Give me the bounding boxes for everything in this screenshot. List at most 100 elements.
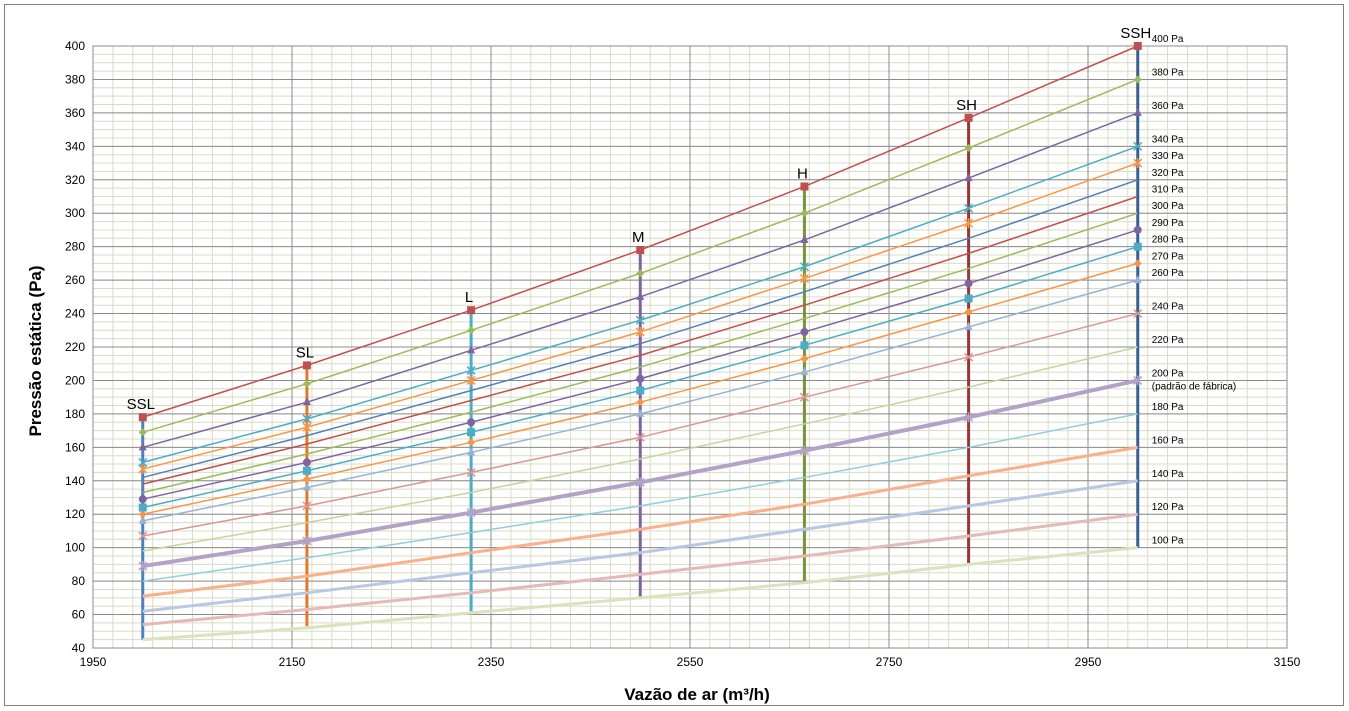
x-tick-label: 2750 bbox=[876, 655, 903, 669]
data-point-marker-stroke bbox=[799, 392, 809, 402]
speed-label-sl: SL bbox=[296, 344, 314, 361]
data-point-marker bbox=[467, 418, 476, 427]
x-tick-label: 3150 bbox=[1274, 655, 1301, 669]
data-point-marker bbox=[302, 501, 312, 511]
data-point-marker bbox=[302, 475, 311, 484]
y-tick-label: 240 bbox=[65, 307, 85, 321]
series-label: 160 Pa bbox=[1152, 435, 1184, 446]
data-point-marker bbox=[1133, 259, 1142, 268]
speed-label-ssl: SSL bbox=[127, 396, 155, 413]
data-point-marker bbox=[635, 477, 645, 488]
labels-layer: 400 Pa 380 Pa 360 Pa 340 Pa 330 Pa 320 Pa 310 … bbox=[127, 25, 1237, 547]
data-point-marker bbox=[1133, 107, 1142, 116]
series-label: 270 Pa bbox=[1152, 251, 1184, 262]
series-label: 240 Pa bbox=[1152, 302, 1184, 313]
series-line-320-pa bbox=[142, 179, 1138, 479]
data-point-marker bbox=[302, 482, 311, 491]
series-label: 120 Pa bbox=[1152, 502, 1184, 513]
data-point-marker bbox=[138, 413, 147, 422]
data-point-marker bbox=[635, 432, 645, 442]
series-label: 300 Pa bbox=[1152, 201, 1184, 212]
y-tick-label: 120 bbox=[65, 507, 85, 521]
data-point-marker-stroke bbox=[964, 352, 974, 362]
series-label: 200 Pa bbox=[1152, 368, 1184, 379]
data-point-marker bbox=[964, 412, 974, 423]
series-label: 180 Pa bbox=[1152, 402, 1184, 413]
data-point-marker bbox=[1133, 375, 1143, 386]
x-axis-title: Vazão de ar (m³/h) bbox=[624, 685, 769, 704]
data-point-marker bbox=[964, 173, 973, 182]
y-tick-label: 220 bbox=[65, 340, 85, 354]
axis-layer: 1950 2150 2350 2550 2750 2950 3150 40 60 80 100 120… bbox=[65, 39, 1301, 669]
data-point-marker bbox=[302, 379, 311, 388]
chart-frame: 1950 2150 2350 2550 2750 2950 3150 40 60 80 100 120… bbox=[4, 4, 1344, 706]
x-tick-label: 2550 bbox=[677, 655, 704, 669]
data-point-marker bbox=[636, 291, 645, 300]
data-point-marker-stroke bbox=[635, 315, 645, 325]
data-point-marker bbox=[138, 495, 147, 504]
data-point-marker bbox=[964, 352, 974, 362]
data-point-marker bbox=[635, 326, 645, 337]
chart-svg: 1950 2150 2350 2550 2750 2950 3150 40 60 80 100 120… bbox=[26, 25, 1301, 704]
data-point-marker bbox=[302, 466, 311, 475]
y-tick-label: 360 bbox=[65, 106, 85, 120]
data-point-marker bbox=[466, 375, 476, 386]
data-point-marker-stroke bbox=[138, 531, 148, 541]
data-point-marker-stroke bbox=[302, 414, 312, 424]
series-label: 260 Pa bbox=[1152, 268, 1184, 279]
data-point-marker-stroke bbox=[635, 432, 645, 442]
data-point-marker bbox=[800, 182, 809, 191]
data-point-marker bbox=[799, 445, 809, 456]
data-point-marker-stroke bbox=[138, 457, 148, 467]
data-point-marker bbox=[964, 279, 973, 288]
y-tick-label: 300 bbox=[65, 206, 85, 220]
data-point-marker bbox=[964, 294, 973, 303]
data-point-marker bbox=[302, 361, 311, 370]
y-axis-title: Pressão estática (Pa) bbox=[26, 265, 45, 436]
data-point-marker bbox=[964, 113, 973, 122]
data-point-marker bbox=[636, 246, 645, 255]
series-line-220-pa bbox=[142, 346, 1138, 552]
y-tick-label: 60 bbox=[72, 608, 86, 622]
speed-label-sh: SH bbox=[956, 97, 977, 114]
data-point-marker bbox=[1133, 141, 1143, 151]
y-tick-label: 40 bbox=[72, 641, 86, 655]
data-point-marker bbox=[800, 234, 809, 243]
series-line-100-pa bbox=[142, 546, 1138, 642]
data-point-marker bbox=[636, 269, 645, 278]
data-point-marker bbox=[800, 341, 809, 350]
series-line-120-pa bbox=[142, 512, 1138, 627]
data-point-marker bbox=[799, 273, 809, 284]
data-point-marker bbox=[466, 467, 476, 477]
y-tick-label: 400 bbox=[65, 39, 85, 53]
y-tick-label: 280 bbox=[65, 240, 85, 254]
data-point-marker bbox=[1133, 42, 1142, 50]
y-tick-label: 260 bbox=[65, 273, 85, 287]
series-markers bbox=[138, 42, 1143, 572]
series-line-180-pa bbox=[142, 413, 1138, 582]
data-point-marker bbox=[799, 392, 809, 402]
data-point-marker bbox=[138, 457, 148, 467]
data-point-marker bbox=[138, 464, 148, 475]
y-tick-label: 80 bbox=[72, 574, 86, 588]
data-point-marker bbox=[467, 306, 476, 315]
series-label: 330 Pa bbox=[1152, 151, 1184, 162]
y-tick-label: 200 bbox=[65, 373, 85, 387]
data-point-marker-stroke bbox=[1133, 141, 1143, 151]
data-point-marker bbox=[1133, 242, 1142, 251]
speed-label-h: H bbox=[797, 165, 808, 182]
grid-layer bbox=[92, 45, 1288, 649]
data-point-marker bbox=[800, 354, 809, 363]
data-point-marker bbox=[302, 422, 312, 433]
data-point-marker bbox=[964, 203, 974, 213]
data-point-marker-stroke bbox=[466, 467, 476, 477]
series-label: 220 Pa bbox=[1152, 335, 1184, 346]
series-label: 380 Pa bbox=[1152, 67, 1184, 78]
data-point-marker bbox=[964, 307, 973, 316]
data-point-marker bbox=[1133, 75, 1142, 84]
series-line-310-pa bbox=[142, 195, 1138, 485]
data-point-marker bbox=[138, 561, 148, 572]
data-point-marker bbox=[799, 262, 809, 272]
data-point-marker bbox=[138, 428, 147, 437]
data-point-marker bbox=[467, 447, 476, 456]
